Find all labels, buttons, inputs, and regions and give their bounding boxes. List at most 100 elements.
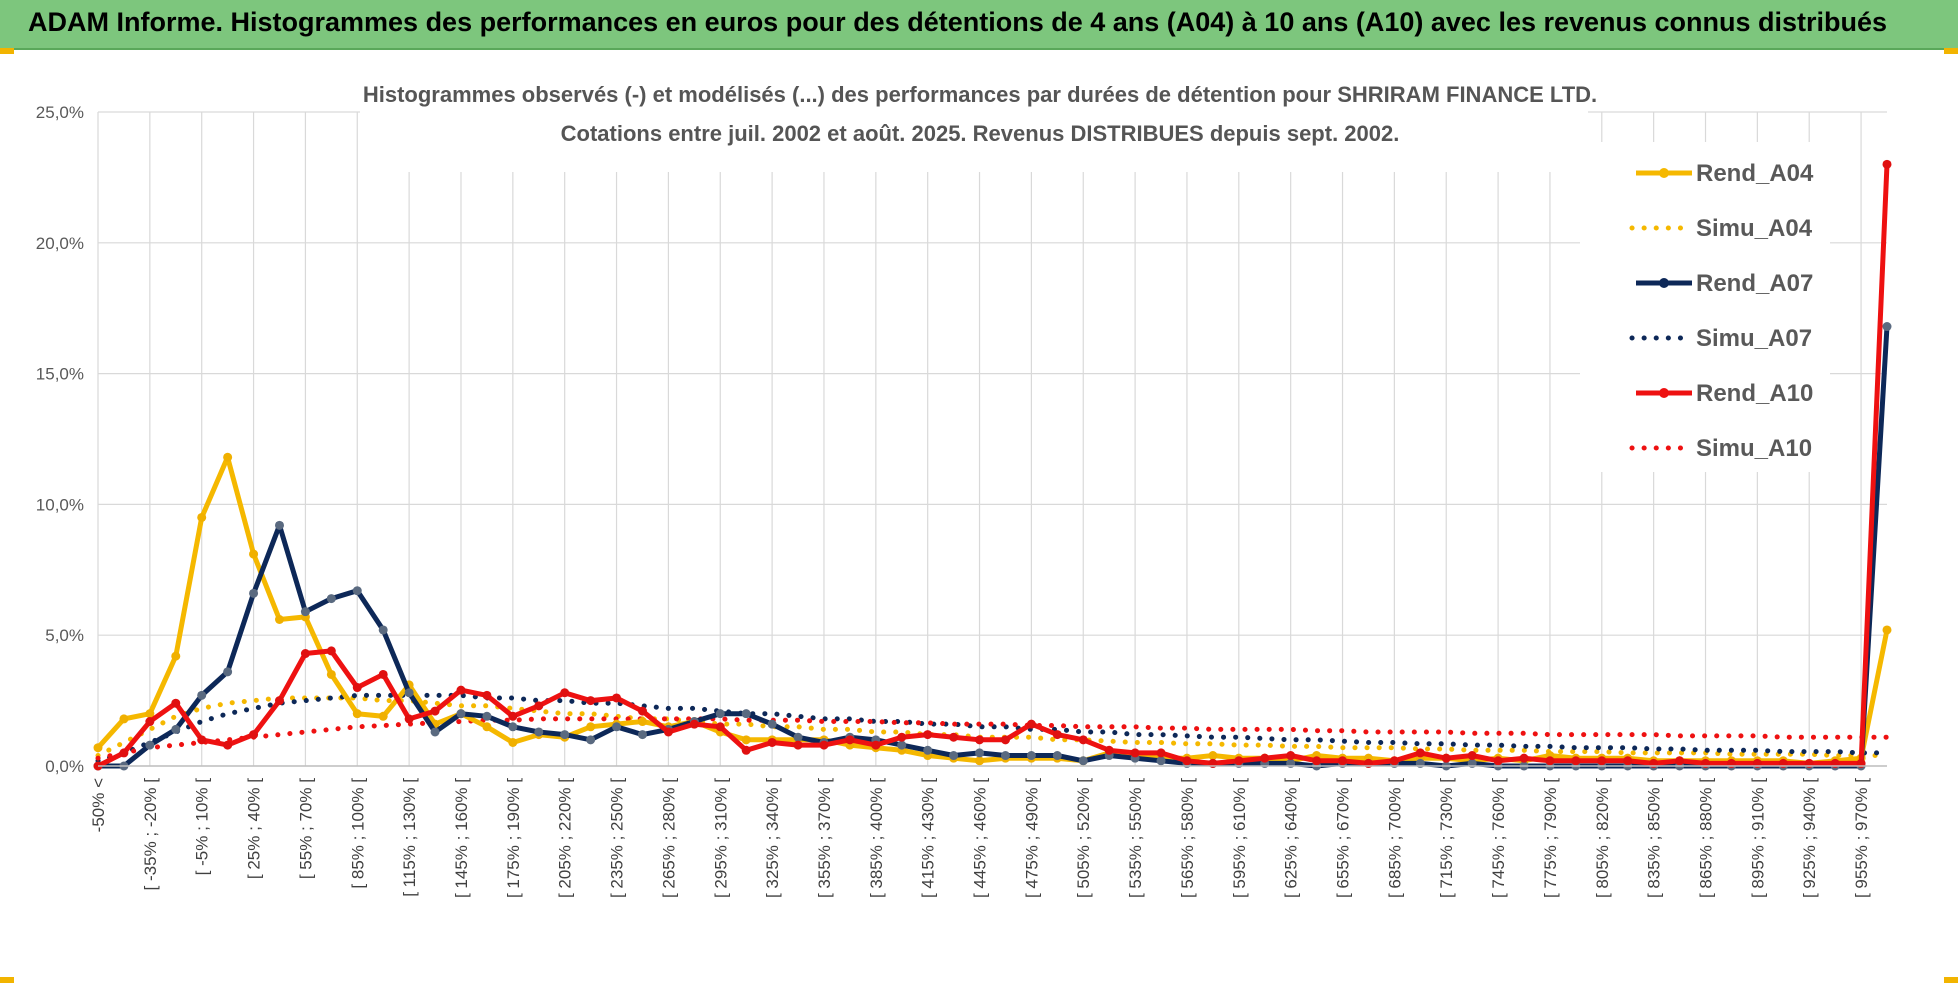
legend-label-simu-a07: Simu_A07: [1696, 325, 1812, 352]
y-tick-label: 5,0%: [45, 626, 84, 645]
x-tick-label: [ 115% ; 130% [: [400, 778, 419, 897]
data-point-rend-a07: [1156, 756, 1166, 766]
series-line-simu-a07: [95, 692, 1890, 764]
y-tick-label: 15,0%: [36, 365, 84, 384]
data-point-rend-a07: [612, 722, 622, 732]
data-point-rend-a04: [171, 651, 181, 661]
x-tick-label: [ 55% ; 70% [: [296, 778, 315, 879]
data-point-rend-a04: [93, 743, 103, 753]
data-point-rend-a10: [897, 732, 907, 742]
x-tick-label: [ 475% ; 490% [: [1022, 778, 1041, 898]
data-point-rend-a04: [482, 722, 492, 732]
data-point-rend-a10: [637, 706, 647, 716]
data-point-rend-a07: [793, 732, 803, 742]
x-tick-label: [ 865% ; 880% [: [1697, 778, 1716, 898]
data-point-rend-a07: [508, 722, 518, 732]
data-point-rend-a10: [1286, 751, 1296, 761]
x-tick-label: [ -5% ; 10% [: [193, 778, 212, 876]
x-tick-label: [ 595% ; 610% [: [1230, 778, 1249, 898]
x-tick-label: [ 745% ; 760% [: [1489, 778, 1508, 898]
data-point-rend-a10: [534, 701, 544, 711]
data-point-rend-a10: [949, 732, 959, 742]
data-point-rend-a07: [430, 727, 440, 737]
data-point-rend-a07: [223, 667, 233, 677]
data-point-rend-a04: [249, 549, 259, 559]
data-point-rend-a10: [430, 706, 440, 716]
data-point-rend-a10: [1597, 756, 1607, 766]
y-tick-label: 0,0%: [45, 757, 84, 776]
data-point-rend-a07: [741, 709, 751, 719]
x-tick-label: [ 925% ; 940% [: [1800, 778, 1819, 898]
data-point-rend-a10: [482, 690, 492, 700]
series-line-rend-a10: [96, 164, 1890, 769]
data-point-rend-a07: [1000, 751, 1010, 761]
corner-marker-top-right: [1944, 48, 1958, 54]
data-point-rend-a10: [1052, 730, 1062, 740]
x-tick-label: [ 205% ; 220% [: [556, 778, 575, 898]
corner-marker-bottom-right: [1944, 977, 1958, 983]
legend-marker-rend-a04: [1659, 168, 1669, 178]
data-point-rend-a07: [715, 709, 725, 719]
x-tick-label: [ 655% ; 670% [: [1334, 778, 1353, 898]
corner-marker-bottom-left: [0, 977, 14, 983]
x-tick-label: [ 25% ; 40% [: [245, 778, 264, 879]
data-point-rend-a10: [1623, 756, 1633, 766]
data-point-rend-a07: [352, 586, 362, 596]
data-point-rend-a10: [767, 737, 777, 747]
data-point-rend-a10: [1234, 756, 1244, 766]
data-point-rend-a07: [560, 730, 570, 740]
data-point-rend-a10: [1338, 756, 1348, 766]
report-banner: ADAM Informe. Histogrammes des performan…: [0, 0, 1958, 50]
y-tick-label: 25,0%: [36, 103, 84, 122]
data-point-rend-a07: [1882, 322, 1892, 332]
data-point-rend-a10: [508, 711, 518, 721]
data-point-rend-a10: [715, 722, 725, 732]
legend-label-simu-a04: Simu_A04: [1696, 215, 1813, 242]
data-point-rend-a10: [300, 649, 310, 659]
x-tick-label: [ 265% ; 280% [: [659, 778, 678, 898]
data-point-rend-a10: [404, 714, 414, 724]
legend-box: [1580, 142, 1830, 472]
x-tick-label: [ 685% ; 700% [: [1385, 778, 1404, 898]
data-point-rend-a10: [612, 693, 622, 703]
data-point-rend-a04: [975, 756, 985, 766]
data-point-rend-a04: [326, 669, 336, 679]
data-point-rend-a10: [1545, 756, 1555, 766]
x-tick-label: [ 505% ; 520% [: [1074, 778, 1093, 898]
x-tick-label: [ 415% ; 430% [: [919, 778, 938, 898]
data-point-rend-a10: [1026, 719, 1036, 729]
data-point-rend-a07: [949, 751, 959, 761]
data-point-rend-a04: [223, 452, 233, 462]
data-point-rend-a07: [145, 740, 155, 750]
data-point-rend-a10: [223, 740, 233, 750]
data-point-rend-a10: [1519, 753, 1529, 763]
x-tick-label: [ 715% ; 730% [: [1437, 778, 1456, 898]
data-point-rend-a04: [274, 615, 284, 625]
data-point-rend-a07: [300, 607, 310, 617]
legend-label-rend-a07: Rend_A07: [1696, 270, 1813, 297]
x-tick-label: [ 625% ; 640% [: [1282, 778, 1301, 898]
axis-layer: 0,0% 5,0% 10,0% 15,0% 20,0% 25,0% -50% < [ -35%…: [36, 103, 1887, 898]
data-point-rend-a10: [1182, 756, 1192, 766]
data-point-rend-a10: [249, 730, 259, 740]
x-tick-label: [ 445% ; 460% [: [971, 778, 990, 898]
x-tick-label: [ 835% ; 850% [: [1645, 778, 1664, 898]
data-point-rend-a10: [119, 748, 129, 758]
data-point-rend-a07: [586, 735, 596, 745]
x-tick-label: [ 235% ; 250% [: [608, 778, 627, 898]
data-point-rend-a07: [1026, 751, 1036, 761]
chart-title-backdrop: [360, 76, 1588, 172]
data-point-rend-a07: [1052, 751, 1062, 761]
data-point-rend-a10: [1078, 735, 1088, 745]
x-tick-label: [ 385% ; 400% [: [867, 778, 886, 898]
data-point-rend-a07: [456, 709, 466, 719]
data-point-rend-a07: [197, 690, 207, 700]
data-point-rend-a10: [352, 683, 362, 693]
data-point-rend-a10: [171, 698, 181, 708]
chart-subtitle: Cotations entre juil. 2002 et août. 2025…: [561, 121, 1400, 146]
data-point-rend-a07: [249, 588, 259, 598]
x-tick-label: [ 535% ; 550% [: [1126, 778, 1145, 898]
data-point-rend-a04: [637, 717, 647, 727]
histogram-chart: 0,0% 5,0% 10,0% 15,0% 20,0% 25,0% -50% < [ -35%…: [36, 76, 1892, 898]
data-point-rend-a04: [586, 722, 596, 732]
